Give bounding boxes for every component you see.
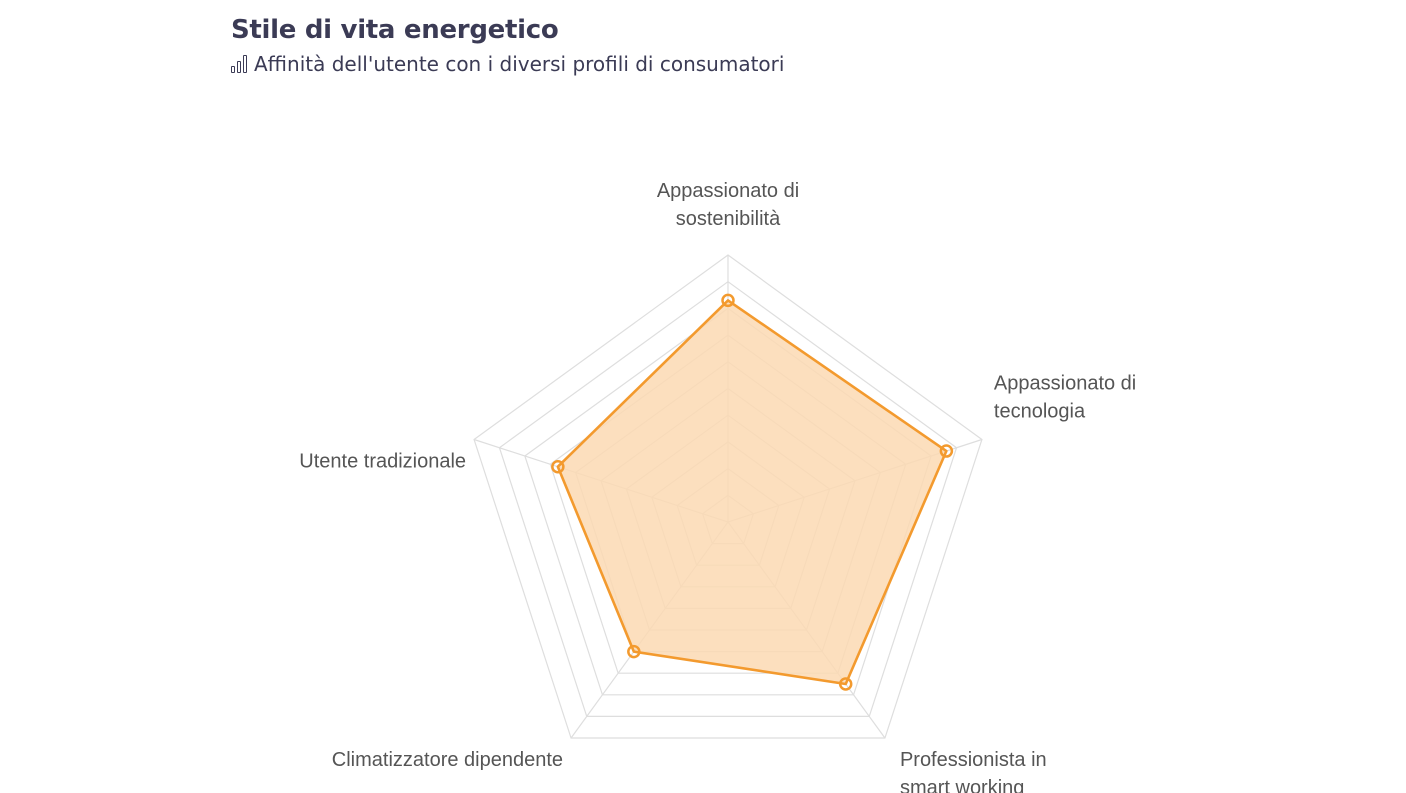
series-area: [556, 299, 948, 686]
data-point[interactable]: [721, 293, 735, 308]
grid-ring: [473, 254, 983, 739]
chart-subtitle: Affinità dell'utente con i diversi profi…: [254, 52, 785, 76]
axis-label: Appassionato di sostenibilità: [657, 180, 799, 230]
axis-label: Utente tradizionale: [299, 450, 466, 472]
axis-label: Climatizzatore dipendente: [332, 749, 563, 771]
grid-ring: [498, 280, 958, 718]
axis-label: Professionista in smart working: [900, 749, 1047, 793]
radar-series: [551, 293, 954, 691]
chart-title: Stile di vita energetico: [231, 15, 559, 45]
axis-label: Appassionato di tecnologia: [994, 372, 1136, 422]
data-point[interactable]: [627, 644, 641, 659]
chart-header: Stile di vita energetico Affinità dell'u…: [231, 12, 784, 78]
radar-axis-labels: Appassionato di sostenibilità Appassionato…: [299, 180, 1136, 793]
data-point[interactable]: [838, 677, 853, 691]
chart-subtitle-row: Affinità dell'utente con i diversi profi…: [231, 50, 784, 78]
data-point[interactable]: [551, 459, 565, 474]
bar-chart-icon: [231, 55, 247, 73]
data-point[interactable]: [939, 444, 954, 458]
